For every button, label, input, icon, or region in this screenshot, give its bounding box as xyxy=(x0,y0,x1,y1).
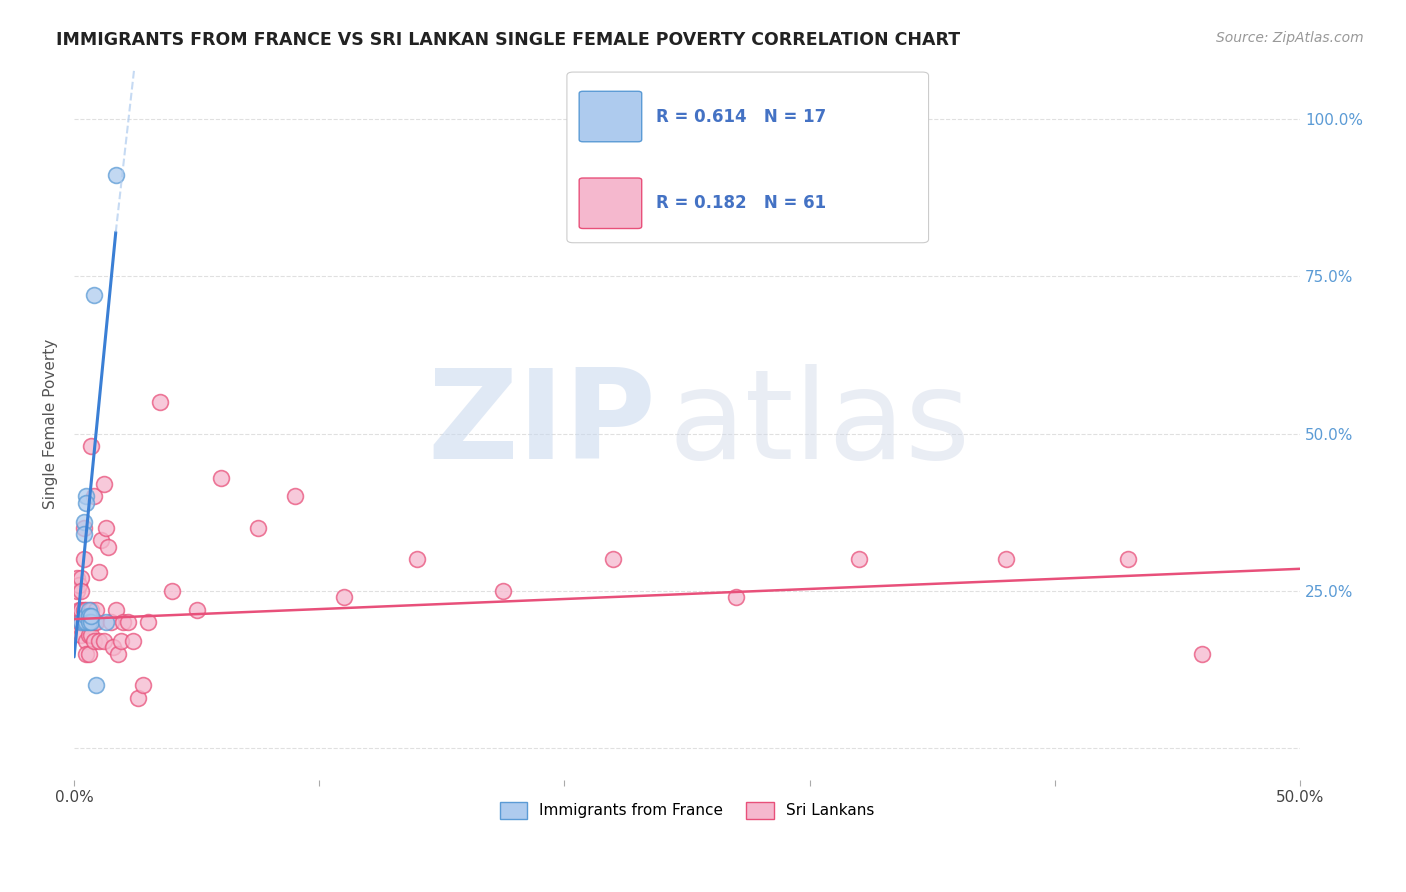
Point xyxy=(94,615,117,630)
FancyBboxPatch shape xyxy=(579,178,641,228)
Point xyxy=(602,552,624,566)
Point xyxy=(75,603,97,617)
Legend: Immigrants from France, Sri Lankans: Immigrants from France, Sri Lankans xyxy=(494,796,880,825)
Point xyxy=(75,615,97,630)
Text: ZIP: ZIP xyxy=(427,364,657,484)
Point xyxy=(77,647,100,661)
Point xyxy=(1191,647,1213,661)
Text: R = 0.614   N = 17: R = 0.614 N = 17 xyxy=(657,108,827,126)
Point xyxy=(725,590,748,604)
Point xyxy=(117,615,139,630)
Point xyxy=(75,609,97,624)
Point xyxy=(73,521,96,535)
Point xyxy=(1118,552,1140,566)
Point xyxy=(110,634,132,648)
Point xyxy=(80,439,103,453)
Point xyxy=(75,647,97,661)
Point xyxy=(94,521,117,535)
Point xyxy=(70,603,93,617)
Point xyxy=(104,603,127,617)
Text: Source: ZipAtlas.com: Source: ZipAtlas.com xyxy=(1216,31,1364,45)
Text: atlas: atlas xyxy=(669,364,970,484)
Point xyxy=(84,615,107,630)
Point xyxy=(80,628,103,642)
Point xyxy=(87,634,110,648)
Y-axis label: Single Female Poverty: Single Female Poverty xyxy=(44,339,58,509)
Point xyxy=(149,395,172,409)
Point xyxy=(70,583,93,598)
Point xyxy=(103,640,125,655)
Point xyxy=(93,476,115,491)
Point xyxy=(84,678,107,692)
Point xyxy=(73,515,96,529)
Point xyxy=(65,583,87,598)
Point xyxy=(75,634,97,648)
Point xyxy=(246,521,269,535)
Point xyxy=(77,615,100,630)
Point xyxy=(83,615,105,630)
Point xyxy=(83,490,105,504)
Point xyxy=(80,609,103,624)
Point xyxy=(65,571,87,585)
Point xyxy=(77,628,100,642)
Point xyxy=(127,690,149,705)
Point xyxy=(132,678,155,692)
Point xyxy=(73,615,96,630)
Point xyxy=(994,552,1017,566)
Point xyxy=(97,540,120,554)
Point xyxy=(80,615,103,630)
Point xyxy=(75,615,97,630)
Point xyxy=(186,603,208,617)
Point xyxy=(136,615,159,630)
Point xyxy=(73,603,96,617)
Point xyxy=(87,565,110,579)
Point xyxy=(80,603,103,617)
Point xyxy=(122,634,145,648)
Point xyxy=(67,577,90,591)
Point xyxy=(77,609,100,624)
Point xyxy=(93,634,115,648)
Point xyxy=(70,628,93,642)
Point xyxy=(107,647,129,661)
Point xyxy=(406,552,429,566)
Point xyxy=(67,603,90,617)
Point xyxy=(84,603,107,617)
Point xyxy=(333,590,356,604)
Point xyxy=(112,615,135,630)
Point xyxy=(160,583,183,598)
Point xyxy=(73,552,96,566)
Text: R = 0.182   N = 61: R = 0.182 N = 61 xyxy=(657,194,827,212)
Point xyxy=(77,615,100,630)
Point xyxy=(100,615,122,630)
Point xyxy=(77,603,100,617)
Point xyxy=(70,615,93,630)
Point xyxy=(67,615,90,630)
Point xyxy=(284,490,307,504)
FancyBboxPatch shape xyxy=(567,72,928,243)
Point xyxy=(70,571,93,585)
Point xyxy=(70,615,93,630)
Point xyxy=(75,496,97,510)
Point xyxy=(90,533,112,548)
Point xyxy=(209,470,232,484)
Point xyxy=(75,490,97,504)
Point xyxy=(104,169,127,183)
FancyBboxPatch shape xyxy=(579,91,641,142)
Point xyxy=(73,527,96,541)
Point xyxy=(848,552,870,566)
Point xyxy=(83,288,105,302)
Point xyxy=(492,583,515,598)
Point xyxy=(83,634,105,648)
Text: IMMIGRANTS FROM FRANCE VS SRI LANKAN SINGLE FEMALE POVERTY CORRELATION CHART: IMMIGRANTS FROM FRANCE VS SRI LANKAN SIN… xyxy=(56,31,960,49)
